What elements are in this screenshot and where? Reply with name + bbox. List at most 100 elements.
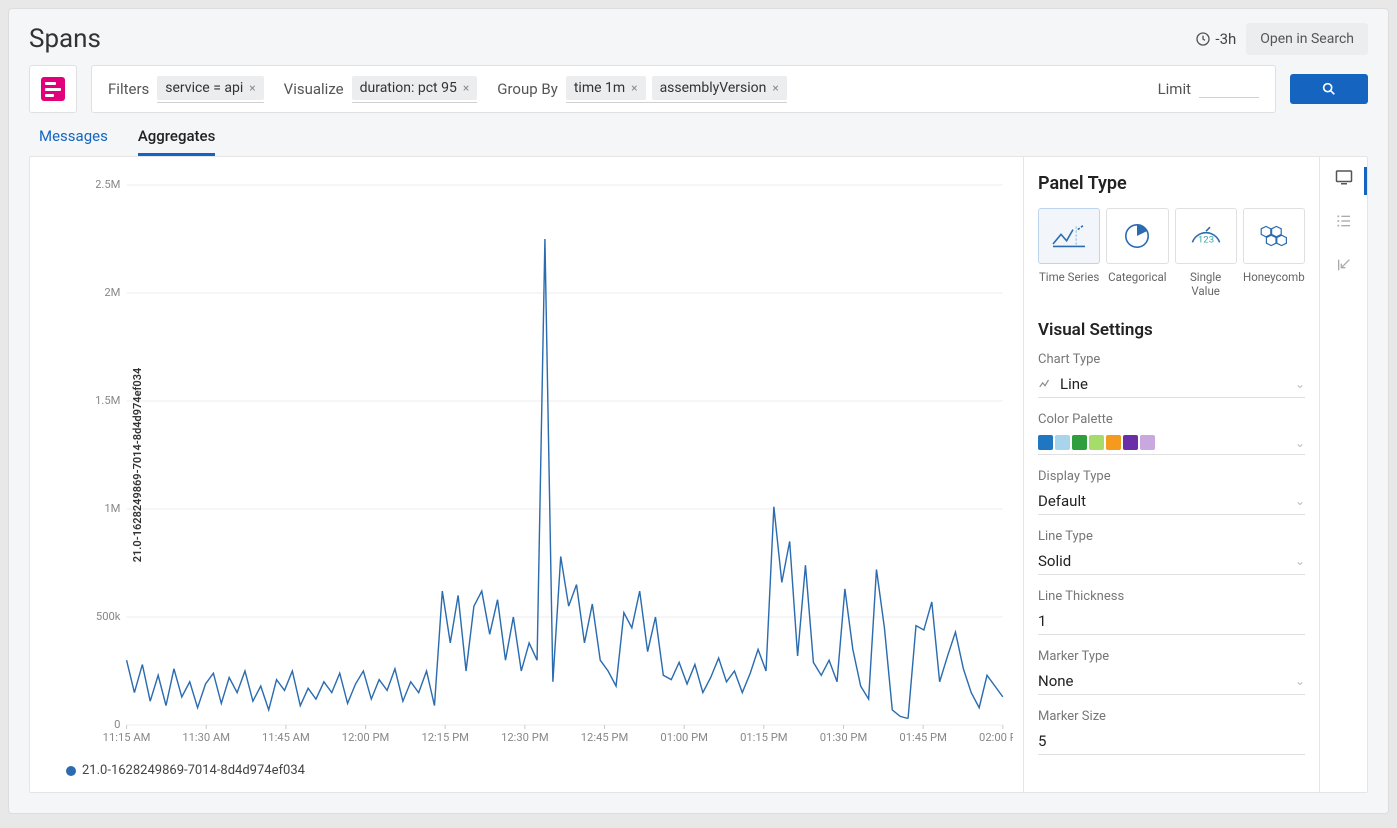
panel-type-label: Time Series [1038,270,1100,298]
remove-chip-icon[interactable]: × [772,81,778,95]
legend-dot [66,766,76,776]
tab-aggregates[interactable]: Aggregates [138,127,216,156]
chart-type-select[interactable]: Line ⌄ [1038,371,1305,398]
chart-type-field: Chart Type Line ⌄ [1038,352,1305,398]
line-icon [1038,377,1052,391]
panel-type-heading: Panel Type [1038,173,1305,194]
filters-chips[interactable]: service = api× [157,76,263,103]
filters-label: Filters [108,80,149,98]
panel-type-honeycomb[interactable] [1243,208,1305,264]
display-settings-icon[interactable] [1335,169,1353,189]
limit-group: Limit [1158,80,1259,98]
line-type-label: Line Type [1038,529,1305,544]
chevron-down-icon: ⌄ [1295,436,1305,450]
page-title: Spans [29,24,1195,54]
palette-swatch [1055,435,1070,450]
groupby-chip[interactable]: assemblyVersion× [652,76,787,100]
timeseries-chart[interactable]: 0500k1M1.5M2M2.5M11:15 AM11:30 AM11:45 A… [96,175,1013,755]
svg-text:02:00 PM: 02:00 PM [979,731,1013,744]
remove-chip-icon[interactable]: × [463,81,469,95]
palette-swatch [1140,435,1155,450]
chevron-down-icon: ⌄ [1295,674,1305,688]
display-type-label: Display Type [1038,469,1305,484]
panel-type-label: Categorical [1106,270,1168,298]
main-area: 21.0-1628249869-7014-8d4d974ef034 0 500k 1… [29,156,1368,793]
panel-type-label: Honeycomb [1243,270,1305,298]
settings-pane: Panel Type 123 Time SeriesCategoricalSin… [1023,157,1319,792]
list-icon[interactable] [1336,213,1352,233]
display-type-value: Default [1038,492,1086,510]
groupby-chips[interactable]: time 1m×assemblyVersion× [566,76,787,103]
query-row: Filters service = api× Visualize duratio… [9,65,1388,113]
color-palette-label: Color Palette [1038,412,1305,427]
remove-chip-icon[interactable]: × [249,81,255,95]
line-thickness-value: 1 [1038,612,1046,630]
marker-type-value: None [1038,672,1074,690]
palette-swatch [1038,435,1053,450]
right-rail [1319,157,1367,792]
panel-type-selector: 123 [1038,208,1305,264]
svg-text:12:30 PM: 12:30 PM [501,731,549,744]
panel-type-categorical[interactable] [1106,208,1168,264]
panel-type-single-value[interactable]: 123 [1175,208,1237,264]
limit-label: Limit [1158,80,1191,98]
color-palette-select[interactable]: ⌄ [1038,431,1305,455]
limit-input[interactable] [1199,81,1259,98]
chevron-down-icon: ⌄ [1295,554,1305,568]
filters-group: Filters service = api× [108,76,264,103]
time-range-value: -3h [1215,30,1236,48]
svg-text:123: 123 [1198,234,1214,245]
marker-type-label: Marker Type [1038,649,1305,664]
y-axis-label: 21.0-1628249869-7014-8d4d974ef034 [131,368,144,563]
visualize-chip[interactable]: duration: pct 95× [352,76,478,100]
display-type-field: Display Type Default ⌄ [1038,469,1305,515]
groupby-group: Group By time 1m×assemblyVersion× [497,76,787,103]
svg-text:2.5M: 2.5M [96,178,120,191]
svg-text:2M: 2M [104,286,120,299]
marker-size-input[interactable]: 5 [1038,728,1305,755]
svg-text:0: 0 [114,718,120,731]
collapse-icon[interactable] [1336,257,1352,277]
search-button[interactable] [1290,74,1368,104]
svg-text:11:45 AM: 11:45 AM [262,731,310,744]
header: Spans -3h Open in Search [9,9,1388,65]
app-frame: Spans -3h Open in Search Filters service… [8,8,1389,814]
palette-swatch [1072,435,1087,450]
groupby-label: Group By [497,80,558,98]
chart-type-value: Line [1060,375,1088,393]
datasource-icon[interactable] [29,65,77,113]
svg-text:01:30 PM: 01:30 PM [820,731,868,744]
panel-type-time-series[interactable] [1038,208,1100,264]
line-type-select[interactable]: Solid ⌄ [1038,548,1305,575]
svg-text:12:45 PM: 12:45 PM [581,731,629,744]
palette-swatch [1106,435,1121,450]
rail-active-indicator [1364,167,1367,195]
visual-settings-heading: Visual Settings [1038,320,1305,340]
visualize-label: Visualize [284,80,344,98]
legend-label: 21.0-1628249869-7014-8d4d974ef034 [82,763,305,778]
display-type-select[interactable]: Default ⌄ [1038,488,1305,515]
remove-chip-icon[interactable]: × [631,81,637,95]
palette-swatch [1089,435,1104,450]
line-thickness-field: Line Thickness 1 [1038,589,1305,635]
svg-text:1.5M: 1.5M [96,394,120,407]
svg-text:500k: 500k [96,610,121,623]
filter-chip[interactable]: service = api× [157,76,263,100]
panel-type-label: Single Value [1175,270,1237,298]
tabs: Messages Aggregates [9,113,1388,156]
palette-swatches [1038,435,1155,450]
groupby-chip[interactable]: time 1m× [566,76,646,100]
marker-size-value: 5 [1038,732,1046,750]
time-range-selector[interactable]: -3h [1195,30,1236,48]
visualize-group: Visualize duration: pct 95× [284,76,478,103]
visualize-chips[interactable]: duration: pct 95× [352,76,478,103]
marker-type-select[interactable]: None ⌄ [1038,668,1305,695]
open-in-search-button[interactable]: Open in Search [1246,23,1368,55]
line-type-field: Line Type Solid ⌄ [1038,529,1305,575]
line-thickness-label: Line Thickness [1038,589,1305,604]
line-thickness-input[interactable]: 1 [1038,608,1305,635]
marker-size-field: Marker Size 5 [1038,709,1305,755]
tab-messages[interactable]: Messages [39,127,108,156]
chart-legend: 21.0-1628249869-7014-8d4d974ef034 [40,755,1013,778]
chart-type-label: Chart Type [1038,352,1305,367]
